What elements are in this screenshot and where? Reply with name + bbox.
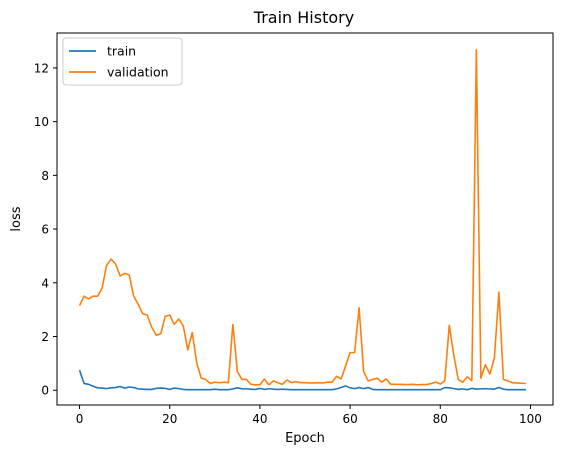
x-axis-label: Epoch: [285, 431, 325, 446]
x-tick-label: 0: [76, 412, 84, 426]
y-tick-label: 4: [41, 276, 49, 290]
chart-title: Train History: [253, 8, 354, 27]
y-tick-label: 12: [34, 61, 49, 75]
legend-box: [62, 37, 183, 86]
legend-label-validation: validation: [107, 65, 169, 80]
y-tick-label: 10: [34, 115, 49, 129]
x-tick-label: 20: [162, 412, 177, 426]
x-tick-label: 80: [433, 412, 448, 426]
legend: train validation: [62, 37, 183, 86]
x-tick-label: 100: [519, 412, 542, 426]
x-axis: 0 20 40 60 80 100: [76, 405, 542, 426]
y-tick-label: 2: [41, 330, 49, 344]
series-line-validation: [78, 48, 526, 386]
y-tick-label: 8: [41, 169, 49, 183]
y-axis-label: loss: [9, 206, 24, 231]
y-tick-label: 0: [41, 384, 49, 398]
x-tick-label: 60: [342, 412, 357, 426]
series-layer: [78, 48, 526, 391]
y-axis: 0 2 4 6 8 10 12: [34, 61, 57, 398]
plot-frame: [56, 32, 554, 406]
x-tick-label: 40: [252, 412, 267, 426]
series-line-train: [78, 369, 526, 391]
y-tick-label: 6: [41, 223, 49, 237]
legend-label-train: train: [107, 44, 136, 59]
